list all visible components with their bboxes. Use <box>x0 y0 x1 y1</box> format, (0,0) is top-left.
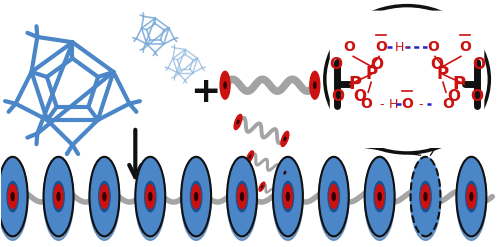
Ellipse shape <box>470 193 473 201</box>
Ellipse shape <box>190 182 202 212</box>
Ellipse shape <box>192 185 200 208</box>
Ellipse shape <box>44 157 74 236</box>
Ellipse shape <box>240 193 244 201</box>
Ellipse shape <box>136 157 165 236</box>
Ellipse shape <box>332 193 336 201</box>
Ellipse shape <box>456 161 486 240</box>
Text: O: O <box>344 41 355 55</box>
Ellipse shape <box>456 157 486 236</box>
Text: O: O <box>354 89 366 104</box>
Ellipse shape <box>284 137 286 141</box>
Ellipse shape <box>136 161 165 240</box>
Ellipse shape <box>467 185 476 208</box>
Text: O: O <box>442 97 454 111</box>
Ellipse shape <box>181 157 211 236</box>
Ellipse shape <box>227 161 257 240</box>
Ellipse shape <box>53 182 64 212</box>
Text: +: + <box>190 75 220 109</box>
Text: O: O <box>427 41 439 55</box>
Text: O: O <box>370 57 384 72</box>
Ellipse shape <box>246 151 254 163</box>
Ellipse shape <box>249 156 251 158</box>
Text: H: H <box>394 41 404 54</box>
Text: P: P <box>452 75 466 93</box>
Ellipse shape <box>375 185 384 208</box>
Ellipse shape <box>0 161 28 240</box>
Ellipse shape <box>98 182 110 212</box>
Ellipse shape <box>364 161 394 240</box>
Ellipse shape <box>282 167 288 179</box>
Text: O: O <box>331 89 344 104</box>
Ellipse shape <box>90 161 120 240</box>
Ellipse shape <box>286 193 290 201</box>
Ellipse shape <box>284 185 292 208</box>
Ellipse shape <box>410 157 440 236</box>
Ellipse shape <box>7 182 18 212</box>
Ellipse shape <box>194 193 198 201</box>
Ellipse shape <box>90 157 120 236</box>
Ellipse shape <box>11 193 14 201</box>
Ellipse shape <box>0 157 28 236</box>
Ellipse shape <box>273 161 303 240</box>
Ellipse shape <box>310 71 320 99</box>
Ellipse shape <box>144 182 156 212</box>
Ellipse shape <box>364 157 394 236</box>
Ellipse shape <box>282 194 288 203</box>
Text: O: O <box>470 89 484 104</box>
Ellipse shape <box>325 6 490 153</box>
Ellipse shape <box>282 182 294 212</box>
Ellipse shape <box>237 120 239 124</box>
Ellipse shape <box>330 185 338 208</box>
Ellipse shape <box>466 182 477 212</box>
Text: O: O <box>448 89 460 104</box>
Ellipse shape <box>424 193 427 201</box>
Ellipse shape <box>224 82 226 88</box>
Ellipse shape <box>314 82 316 88</box>
Ellipse shape <box>319 161 348 240</box>
Ellipse shape <box>146 185 155 208</box>
Ellipse shape <box>149 193 152 201</box>
Ellipse shape <box>378 193 381 201</box>
Text: O: O <box>360 97 372 111</box>
FancyBboxPatch shape <box>330 11 484 148</box>
Ellipse shape <box>421 185 430 208</box>
Ellipse shape <box>259 182 265 191</box>
Text: -: - <box>419 98 424 111</box>
Ellipse shape <box>328 182 340 212</box>
Ellipse shape <box>44 161 74 240</box>
Ellipse shape <box>54 185 63 208</box>
Text: P: P <box>437 65 449 83</box>
Ellipse shape <box>410 161 440 240</box>
Text: H: H <box>388 98 398 111</box>
Ellipse shape <box>273 157 303 236</box>
Ellipse shape <box>284 171 286 174</box>
Text: O: O <box>329 57 342 72</box>
Ellipse shape <box>57 193 60 201</box>
Ellipse shape <box>220 71 230 99</box>
Ellipse shape <box>236 182 248 212</box>
Ellipse shape <box>234 114 242 130</box>
Text: O: O <box>459 41 471 55</box>
Ellipse shape <box>227 157 257 236</box>
Ellipse shape <box>420 182 431 212</box>
Ellipse shape <box>238 185 246 208</box>
Ellipse shape <box>319 157 348 236</box>
Ellipse shape <box>374 182 386 212</box>
Ellipse shape <box>284 198 286 200</box>
Text: O: O <box>401 97 413 111</box>
Ellipse shape <box>181 161 211 240</box>
Ellipse shape <box>8 185 17 208</box>
Text: -: - <box>405 41 409 54</box>
Text: P: P <box>348 75 362 93</box>
Text: O: O <box>430 57 444 72</box>
Ellipse shape <box>103 193 106 201</box>
Text: O: O <box>375 41 387 55</box>
Ellipse shape <box>281 131 289 146</box>
Ellipse shape <box>100 185 109 208</box>
Text: -: - <box>379 98 384 111</box>
Text: O: O <box>472 57 486 72</box>
Text: P: P <box>365 65 377 83</box>
